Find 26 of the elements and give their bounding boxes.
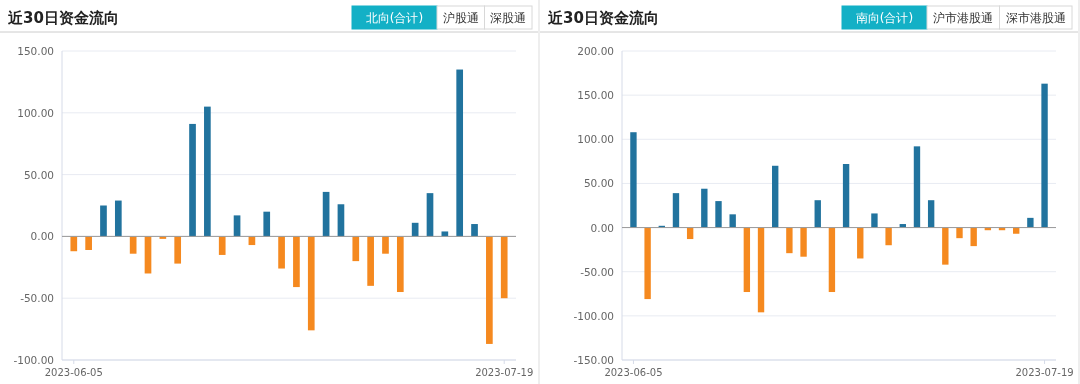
y-tick-label: -150.00 (573, 354, 614, 366)
y-tick-label: 50.00 (583, 177, 614, 190)
y-tick-label: -100.00 (573, 309, 614, 322)
x-tick-label: 2023-06-05 (44, 367, 103, 378)
y-tick-label: 100.00 (577, 133, 614, 146)
y-tick-label: 200.00 (577, 45, 614, 57)
y-tick-label: -50.00 (580, 265, 614, 278)
x-tick-label: 2023-07-19 (475, 367, 534, 378)
text: 北向(合计) (365, 11, 424, 25)
y-tick-label: 150.00 (17, 45, 54, 57)
chart-title: 近30日资金流向 (547, 9, 659, 27)
text: 南向(合计) (855, 11, 914, 25)
y-tick-label: -50.00 (20, 292, 54, 305)
x-tick-label: 2023-06-05 (604, 367, 663, 378)
text: 深市港股通 (1005, 11, 1066, 25)
text: 沪市港股通 (933, 11, 994, 25)
y-tick-label: 0.00 (590, 221, 614, 234)
text: 深股通 (490, 11, 527, 25)
y-tick-label: -100.00 (13, 354, 54, 366)
chart-title: 近30日资金流向 (7, 9, 119, 27)
y-tick-label: 100.00 (17, 106, 54, 119)
x-tick-label: 2023-07-19 (1015, 367, 1074, 378)
y-tick-label: 50.00 (23, 168, 54, 181)
text: 沪股通 (442, 11, 479, 25)
y-tick-label: 0.00 (30, 230, 54, 243)
y-tick-label: 150.00 (577, 89, 614, 102)
